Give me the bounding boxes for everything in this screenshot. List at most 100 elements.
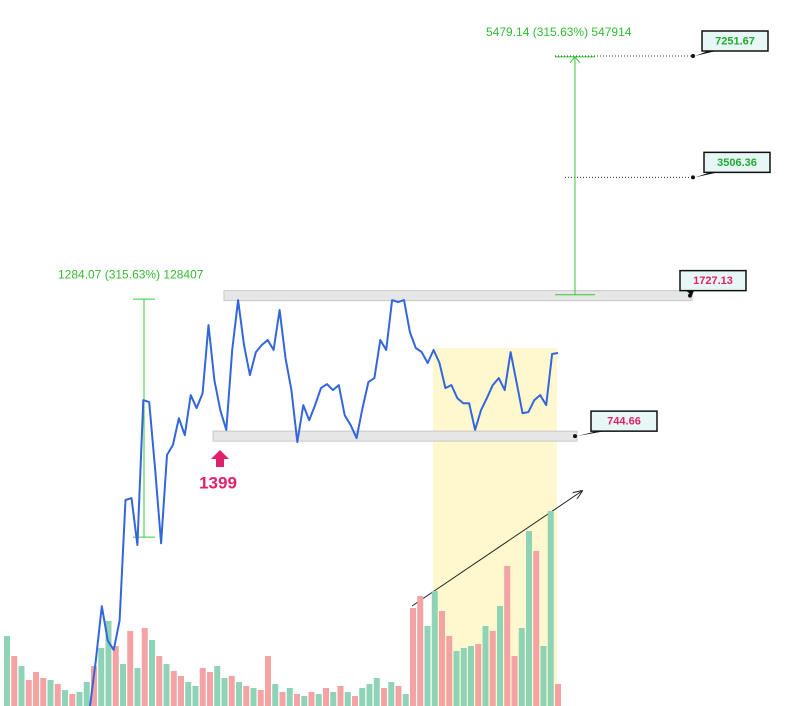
volume-bar xyxy=(76,692,83,706)
volume-bar xyxy=(547,511,554,706)
volume-bar xyxy=(381,688,387,706)
volume-bar xyxy=(489,631,496,706)
level-label: 744.66 xyxy=(607,416,641,428)
volume-bar xyxy=(33,672,39,706)
volume-bar xyxy=(257,690,264,706)
level-label: 1727.13 xyxy=(693,275,733,287)
volume-bar xyxy=(323,688,329,706)
volume-bar xyxy=(272,684,279,706)
volume-bar xyxy=(91,666,97,706)
volume-bar xyxy=(337,686,344,706)
volume-bar xyxy=(446,636,453,706)
level-label: 3506.36 xyxy=(717,157,757,169)
volume-bar xyxy=(236,682,242,706)
volume-bar xyxy=(4,636,10,706)
volume-bar xyxy=(178,676,184,706)
volume-bar xyxy=(453,651,460,706)
volume-bar xyxy=(62,690,68,706)
volume-bar xyxy=(518,628,525,706)
volume-bar xyxy=(388,682,395,706)
volume-bar xyxy=(301,696,308,706)
volume-bar xyxy=(265,656,271,706)
volume-bar xyxy=(431,591,438,706)
volume-bar xyxy=(127,631,134,706)
level-label: 7251.67 xyxy=(715,35,755,47)
volume-bar xyxy=(228,676,235,706)
volume-bar xyxy=(47,680,54,706)
volume-bar xyxy=(120,664,126,706)
volume-bar xyxy=(402,694,409,706)
volume-bar xyxy=(359,688,366,706)
volume-bar xyxy=(366,684,373,706)
label-tail xyxy=(686,290,694,296)
volume-bar xyxy=(294,694,300,706)
trend-arrow xyxy=(411,491,582,607)
volume-bar xyxy=(40,678,47,706)
volume-bar xyxy=(497,606,503,706)
level-dot xyxy=(691,53,695,58)
label-box xyxy=(703,151,771,174)
volume-bar xyxy=(330,692,337,706)
volume-bar xyxy=(460,648,467,706)
level-band xyxy=(212,430,578,442)
volume-bar xyxy=(170,671,177,706)
volume-bar xyxy=(214,666,221,706)
volume-bar xyxy=(156,656,163,706)
volume-bar xyxy=(192,686,199,706)
volume-bar xyxy=(352,696,358,706)
measure-label: 5479.14 (315.63%) 547914 xyxy=(486,25,632,39)
label-box xyxy=(701,30,769,52)
volume-bar xyxy=(25,680,32,706)
up-arrow xyxy=(211,450,229,467)
label-tail xyxy=(577,431,605,437)
volume-bar xyxy=(410,608,416,706)
level-dot xyxy=(573,434,577,439)
volume-bar xyxy=(308,692,315,706)
level-dot xyxy=(691,175,695,180)
volume-bar xyxy=(511,656,518,706)
volume-bar xyxy=(475,644,482,706)
label-tail xyxy=(695,172,718,178)
volume-bar xyxy=(344,692,351,706)
level-band xyxy=(223,290,693,302)
volume-bar xyxy=(141,628,148,706)
label-tail xyxy=(695,50,716,56)
volume-bar xyxy=(540,646,547,706)
volume-bar xyxy=(105,621,112,706)
volume-bar xyxy=(163,664,170,706)
volume-bar xyxy=(221,678,228,706)
volume-bar xyxy=(286,688,293,706)
volume-bar xyxy=(533,551,540,706)
volume-bar xyxy=(395,686,402,706)
measure-label: 1284.07 (315.63%) 128407 xyxy=(58,267,204,281)
volume-bar xyxy=(315,694,322,706)
price-line xyxy=(89,299,559,706)
volume-bar xyxy=(555,684,561,706)
volume-bar xyxy=(149,640,155,706)
volume-bar xyxy=(83,682,90,706)
volume-bar xyxy=(468,646,474,706)
volume-bar xyxy=(439,611,445,706)
volume-bar xyxy=(243,686,250,706)
volume-bar xyxy=(18,666,25,706)
volume-bar xyxy=(504,566,511,706)
label-box xyxy=(679,269,747,292)
annotation: 1399 xyxy=(199,473,237,492)
volume-bar xyxy=(112,646,119,706)
measure-arrowhead xyxy=(569,56,581,64)
volume-bar xyxy=(98,648,105,706)
volume-bar xyxy=(417,596,424,706)
label-box xyxy=(590,410,658,432)
volume-bar xyxy=(482,626,489,706)
volume-bar xyxy=(199,668,206,706)
volume-bar xyxy=(69,694,76,706)
volume-bar xyxy=(134,668,141,706)
volume-bar xyxy=(207,672,213,706)
volume-bar xyxy=(250,688,257,706)
volume-bar xyxy=(11,656,18,706)
volume-bar xyxy=(373,678,380,706)
volume-bar xyxy=(424,626,431,706)
volume-bar xyxy=(185,682,192,706)
volume-bar xyxy=(526,531,532,706)
